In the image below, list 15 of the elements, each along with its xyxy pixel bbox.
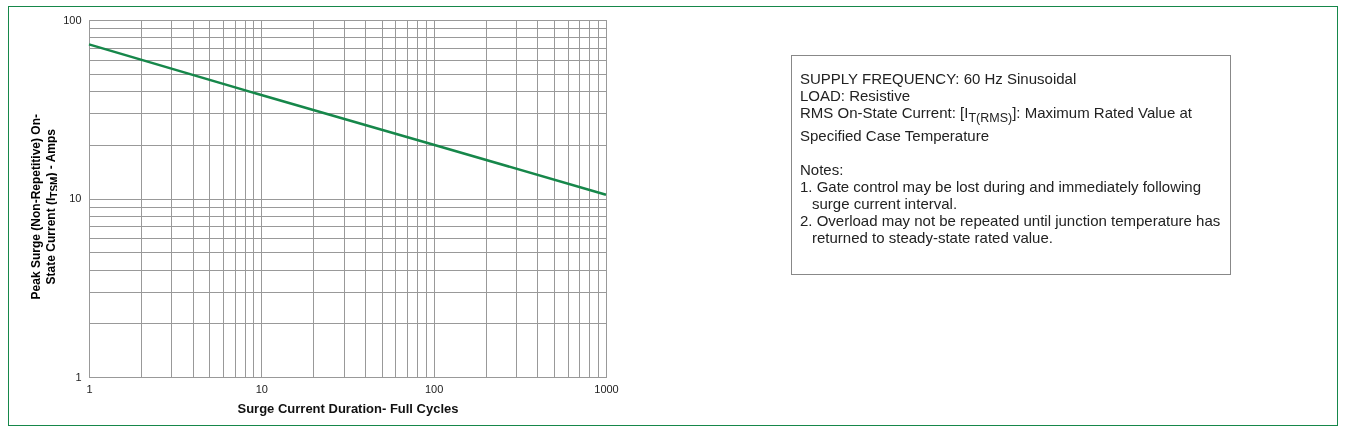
text: LOAD: Resistive	[800, 87, 912, 104]
x-axis-title: Surge Current Duration- Full Cycles	[237, 400, 459, 416]
text: SUPPLY FREQUENCY: 60 Hz Sinusoidal	[800, 70, 1078, 87]
text: RMS On-State Current: [I$_{T(RMS)}$]: Maximum Rated Value at Specified Case Temperature	[800, 104, 1192, 144]
line-series	[87, 43, 608, 196]
x-tick-label: 100	[424, 382, 444, 395]
x-tick-label: 1	[86, 382, 93, 395]
text: 1. Gate control may be lost during and immediately following surge current interval.	[800, 178, 1203, 212]
y-tick-label: 100	[63, 13, 82, 26]
y-tick-label: 10	[69, 192, 82, 204]
text: 2. Overload may not be repeated until junction temperature has returned to steady-state rated value.	[800, 212, 1222, 246]
text: Notes:	[800, 161, 845, 178]
x-tick-label: 1000	[594, 382, 619, 395]
x-tick-label: 10	[255, 382, 268, 395]
y-tick-label: 1	[75, 370, 82, 383]
